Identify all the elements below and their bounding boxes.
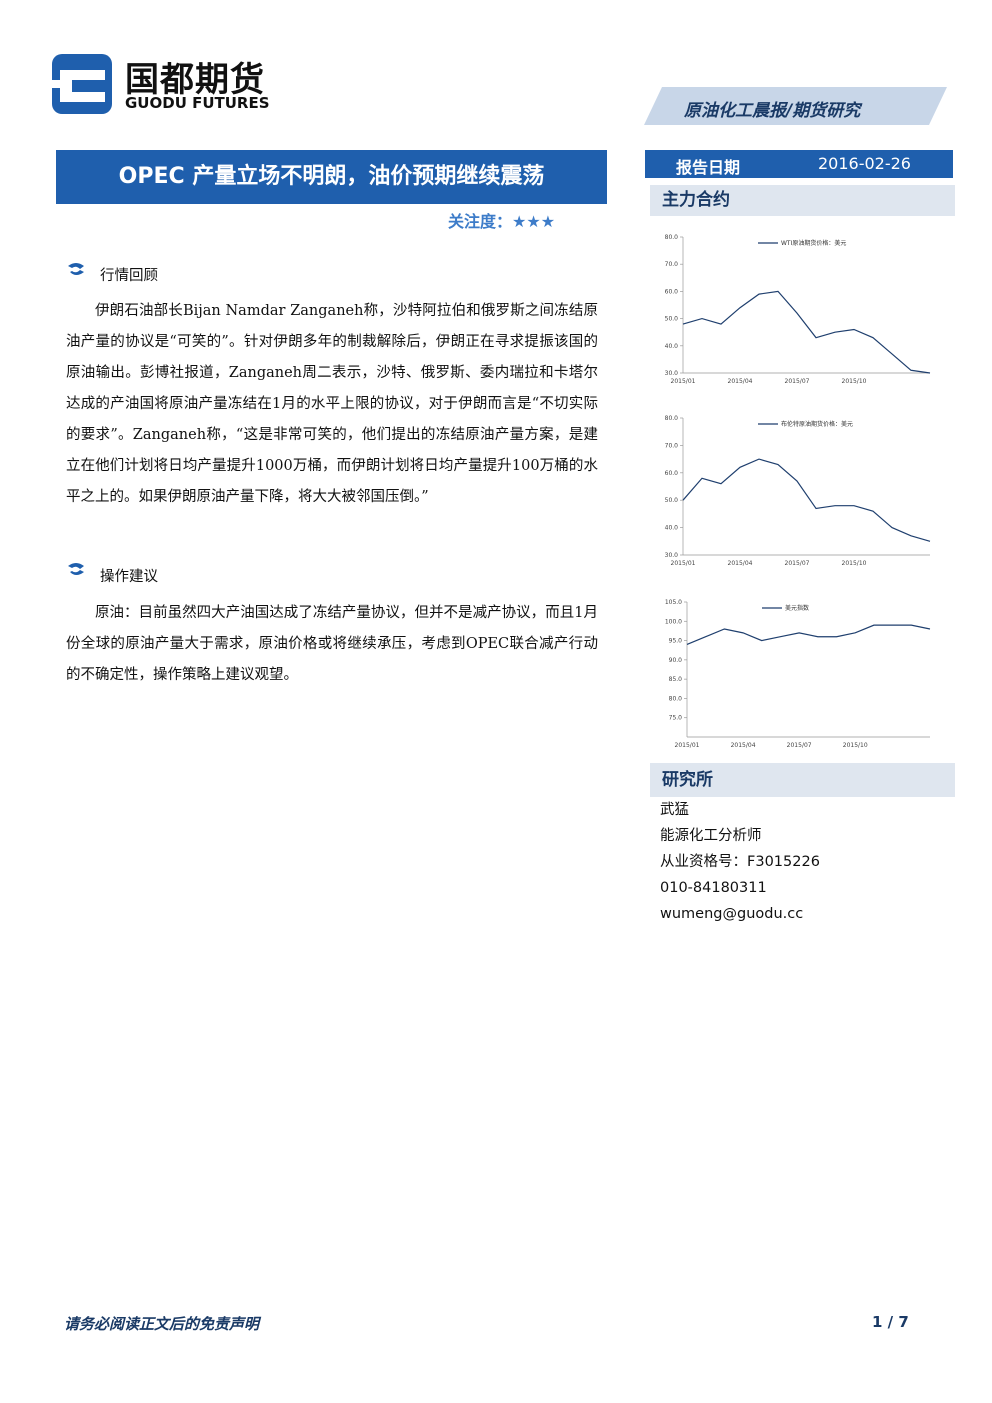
date: 2016-02-26 <box>818 154 911 173</box>
contact: 武猛 能源化工分析师 从业资格号：F3015226 010-84180311 w… <box>660 797 820 927</box>
y-tick-label: 50.0 <box>665 316 679 323</box>
charts: 30.0 40.0 50.0 60.0 70.0 80.0 2015/01 2015/04 20… <box>665 234 931 749</box>
date-bar <box>645 150 953 178</box>
x-tick-label: 2015/04 <box>728 378 753 385</box>
disclaimer: 请务必阅读正文后的免责声明 <box>64 1315 260 1333</box>
y-tick-label: 60.0 <box>665 288 679 295</box>
y-tick-label: 30.0 <box>665 370 679 377</box>
contact-line: 从业资格号：F3015226 <box>660 854 820 870</box>
contact-line: 能源化工分析师 <box>660 828 762 844</box>
section-icon <box>68 263 84 275</box>
contact-line: wumeng@guodu.cc <box>660 906 804 922</box>
date-label: 报告日期 <box>676 158 741 177</box>
y-tick-label: 40.0 <box>665 525 679 532</box>
x-tick-label: 2015/01 <box>671 560 696 567</box>
y-tick-label: 30.0 <box>665 552 679 559</box>
y-tick-label: 95.0 <box>669 638 683 645</box>
title: OPEC 产量立场不明朗，油价预期继续震荡 <box>56 150 607 204</box>
paragraph: 伊朗石油部长Bijan Namdar Zanganeh称，沙特阿拉伯和俄罗斯之间… <box>66 303 598 505</box>
y-tick-label: 80.0 <box>665 415 679 422</box>
y-tick-label: 80.0 <box>665 234 679 241</box>
x-tick-label: 2015/07 <box>785 378 810 385</box>
y-tick-label: 90.0 <box>669 657 683 664</box>
data-line <box>686 624 931 645</box>
legend-label: 美元指数 <box>785 604 809 612</box>
y-tick-label: 85.0 <box>669 676 683 683</box>
report-type: 原油化工晨报/期货研究 <box>684 101 861 121</box>
x-tick-label: 2015/04 <box>728 560 753 567</box>
section-heading: 操作建议 <box>100 569 158 585</box>
y-tick-label: 50.0 <box>665 497 679 504</box>
data-line <box>682 290 931 374</box>
x-tick-label: 2015/10 <box>842 378 867 385</box>
institute-heading: 研究所 <box>650 763 955 797</box>
x-tick-label: 2015/07 <box>785 560 810 567</box>
x-tick-label: 2015/01 <box>671 378 696 385</box>
x-tick-label: 2015/07 <box>787 742 812 749</box>
y-tick-label: 100.0 <box>665 618 682 625</box>
legend-label: WTI原油期货价格：美元 <box>781 239 846 247</box>
legend-label: 布伦特原油期货价格：美元 <box>781 420 853 428</box>
y-tick-label: 105.0 <box>665 599 682 606</box>
data-line <box>682 458 931 542</box>
page-number: 1 / 7 <box>872 1313 909 1331</box>
contact-line: 010-84180311 <box>660 880 767 896</box>
section-heading: 行情回顾 <box>100 268 158 284</box>
x-tick-label: 2015/10 <box>843 742 868 749</box>
y-tick-label: 60.0 <box>665 470 679 477</box>
y-tick-label: 80.0 <box>669 695 683 702</box>
attention: 关注度：★★★ <box>448 212 556 231</box>
contracts-heading: 主力合约 <box>650 185 955 216</box>
y-tick-label: 70.0 <box>665 261 679 268</box>
x-tick-label: 2015/04 <box>731 742 756 749</box>
report-type-banner <box>644 87 947 125</box>
paragraph: 原油：目前虽然四大产油国达成了冻结产量协议，但并不是减产协议，而且1月份全球的原… <box>66 605 598 683</box>
y-tick-label: 70.0 <box>665 442 679 449</box>
y-tick-label: 40.0 <box>665 343 679 350</box>
section-icon <box>68 563 84 575</box>
brand-en: GUODU FUTURES <box>125 94 270 112</box>
x-tick-label: 2015/01 <box>675 742 700 749</box>
contact-line: 武猛 <box>660 802 689 818</box>
logo <box>52 54 112 114</box>
x-tick-label: 2015/10 <box>842 560 867 567</box>
y-tick-label: 75.0 <box>669 715 683 722</box>
brand-cn: 国都期货 <box>125 60 265 100</box>
